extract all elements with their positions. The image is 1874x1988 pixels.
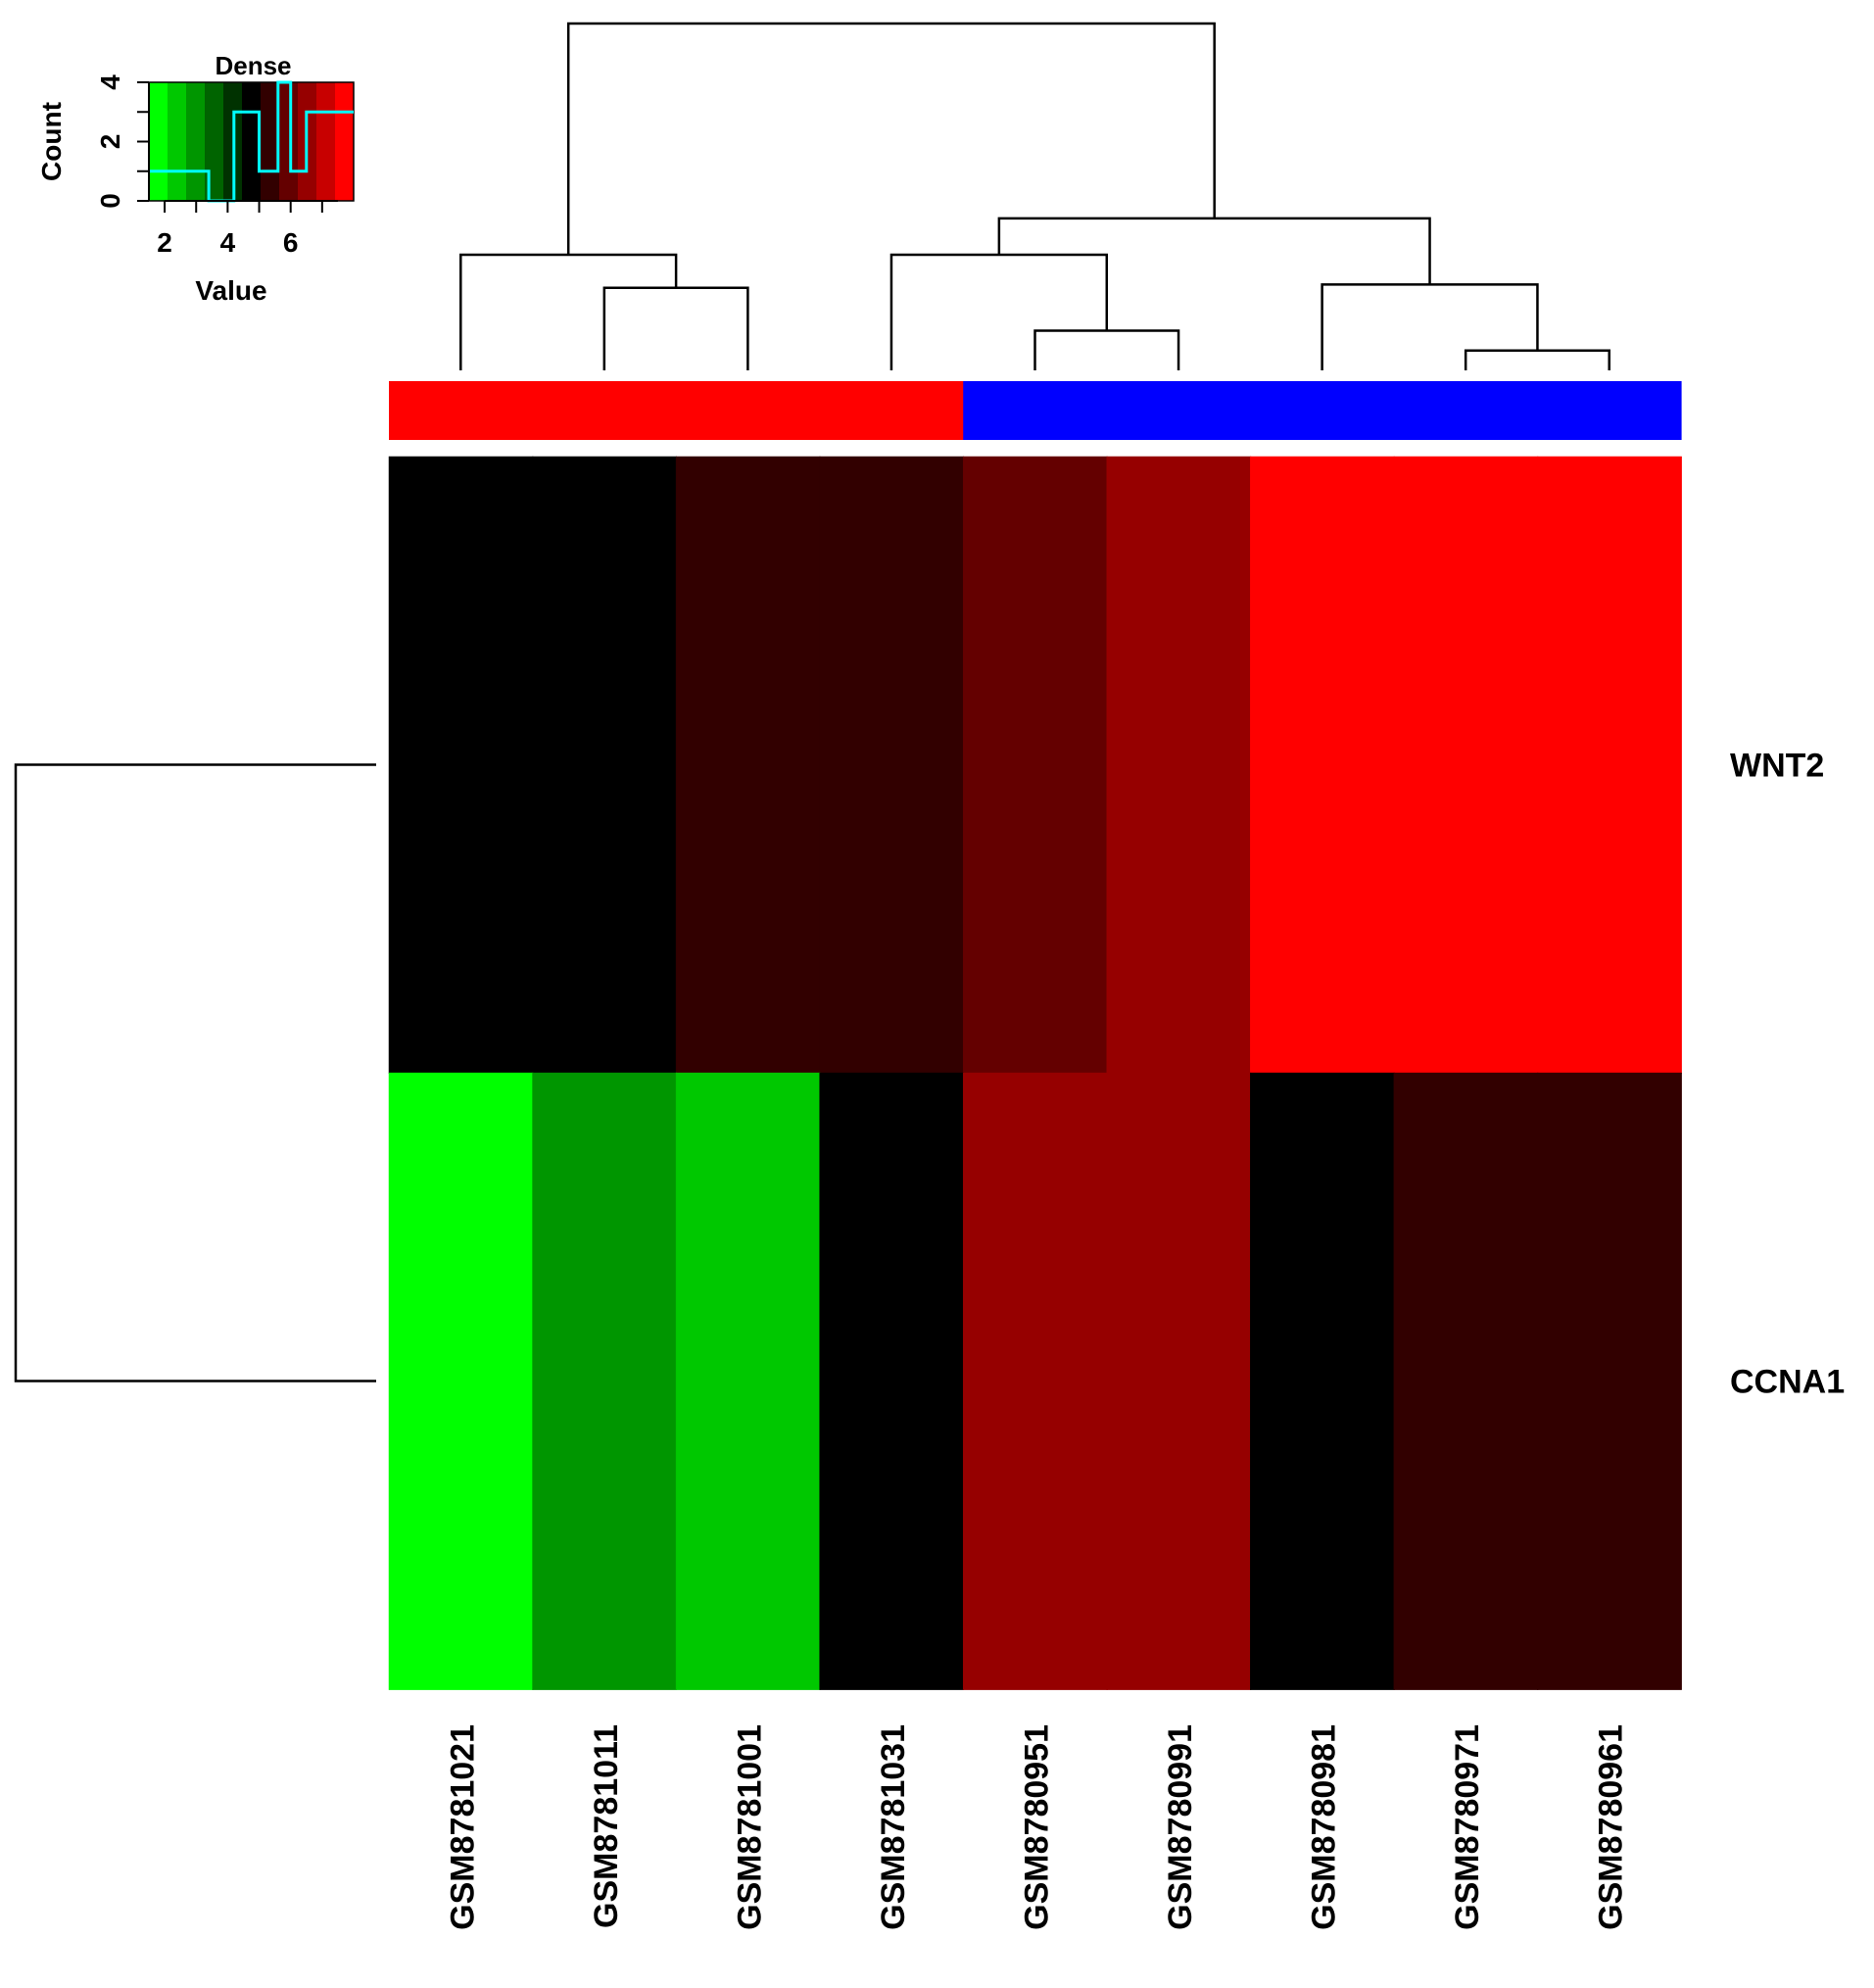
group-bar-GSM8780991 — [1106, 381, 1251, 440]
column-label-GSM8781001: GSM8781001 — [731, 1724, 768, 1930]
column-label-GSM8781031: GSM8781031 — [875, 1724, 912, 1930]
group-bar-GSM8780951 — [963, 381, 1108, 440]
heatmap-cell-WNT2-GSM8781031 — [819, 456, 965, 1074]
color-key-ylabel: Count — [36, 102, 67, 181]
color-key-y-tick-label: 4 — [95, 74, 125, 90]
column-label-GSM8780961: GSM8780961 — [1593, 1724, 1630, 1930]
column-dendrogram-link-1 — [1464, 349, 1610, 370]
color-key-xlabel: Value — [195, 275, 266, 306]
group-bar-GSM8781001 — [676, 381, 821, 440]
heatmap-cell-WNT2-GSM8780991 — [1106, 456, 1252, 1074]
color-key-swatch-3 — [186, 82, 206, 201]
heatmap-cell-WNT2-GSM8781021 — [388, 456, 534, 1074]
group-bar-GSM8780981 — [1250, 381, 1395, 440]
group-bar-GSM8781011 — [532, 381, 677, 440]
column-label-GSM8780971: GSM8780971 — [1449, 1724, 1486, 1930]
row-labels: WNT2 CCNA1 — [1730, 748, 1845, 1401]
color-key-swatch-8 — [279, 82, 299, 201]
column-dendrogram-link-2 — [1033, 329, 1180, 370]
column-label-GSM8781021: GSM8781021 — [444, 1724, 481, 1930]
column-label-GSM8780951: GSM8780951 — [1019, 1724, 1056, 1930]
row-label-WNT2: WNT2 — [1730, 748, 1824, 785]
column-dendrogram — [459, 22, 1610, 370]
column-dendrogram-link-3 — [602, 286, 749, 370]
color-key-y-tick-label: 0 — [95, 193, 125, 209]
row-dendrogram — [14, 763, 376, 1382]
group-bar-GSM8781021 — [389, 381, 534, 440]
column-labels: GSM8781021 GSM8781011 GSM8781001 GSM8781031… — [444, 1724, 1629, 1930]
column-dendrogram-link-4 — [1321, 283, 1539, 370]
row-label-CCNA1: CCNA1 — [1730, 1364, 1845, 1401]
heatmap-cell-WNT2-GSM8780961 — [1537, 456, 1682, 1074]
column-dendrogram-link-5 — [889, 253, 1109, 370]
column-label-GSM8780991: GSM8780991 — [1162, 1724, 1199, 1930]
column-dendrogram-link-7 — [997, 217, 1431, 285]
color-key-swatch-2 — [168, 82, 187, 201]
heatmap-cell-WNT2-GSM8780971 — [1393, 456, 1539, 1074]
heatmap-cell-CCNA1-GSM8780971 — [1393, 1072, 1539, 1690]
color-key: 2 4 6 0 2 4 Dense Value Count — [36, 51, 355, 306]
heatmap-cell-CCNA1-GSM8780981 — [1250, 1072, 1395, 1690]
heatmap-cell-CCNA1-GSM8780951 — [962, 1072, 1108, 1690]
heatmap-cells — [388, 456, 1682, 1690]
color-key-swatch-11 — [335, 82, 355, 201]
heatmap-cell-WNT2-GSM8780981 — [1250, 456, 1395, 1074]
color-key-y-tick-label: 2 — [95, 134, 125, 150]
heatmap-cell-WNT2-GSM8781011 — [532, 456, 677, 1074]
color-key-swatch-10 — [316, 82, 336, 201]
heatmap-cell-CCNA1-GSM8780961 — [1537, 1072, 1682, 1690]
heatmap-cell-WNT2-GSM8781001 — [675, 456, 821, 1074]
heatmap-cell-CCNA1-GSM8781021 — [388, 1072, 534, 1690]
group-bar-GSM8780961 — [1537, 381, 1682, 440]
color-key-x-tick-label: 2 — [157, 227, 172, 258]
column-label-GSM8781011: GSM8781011 — [588, 1724, 625, 1928]
color-key-swatch-1 — [149, 82, 168, 201]
heatmap-cell-CCNA1-GSM8780991 — [1106, 1072, 1252, 1690]
heatmap-cell-CCNA1-GSM8781001 — [675, 1072, 821, 1690]
column-dendrogram-link-8 — [566, 22, 1216, 255]
heatmap-cell-WNT2-GSM8780951 — [962, 456, 1108, 1074]
column-label-GSM8780981: GSM8780981 — [1306, 1724, 1343, 1930]
row-dendrogram-link-1 — [14, 763, 376, 1382]
color-key-title: Dense — [215, 51, 291, 80]
column-group-bar — [389, 381, 1682, 440]
color-key-x-tick-label: 6 — [283, 227, 299, 258]
heatmap-cell-CCNA1-GSM8781011 — [532, 1072, 677, 1690]
heatmap-cell-CCNA1-GSM8781031 — [819, 1072, 965, 1690]
column-dendrogram-link-6 — [459, 253, 678, 370]
group-bar-GSM8781031 — [819, 381, 964, 440]
color-key-x-tick-label: 4 — [220, 227, 236, 258]
group-bar-GSM8780971 — [1393, 381, 1539, 440]
